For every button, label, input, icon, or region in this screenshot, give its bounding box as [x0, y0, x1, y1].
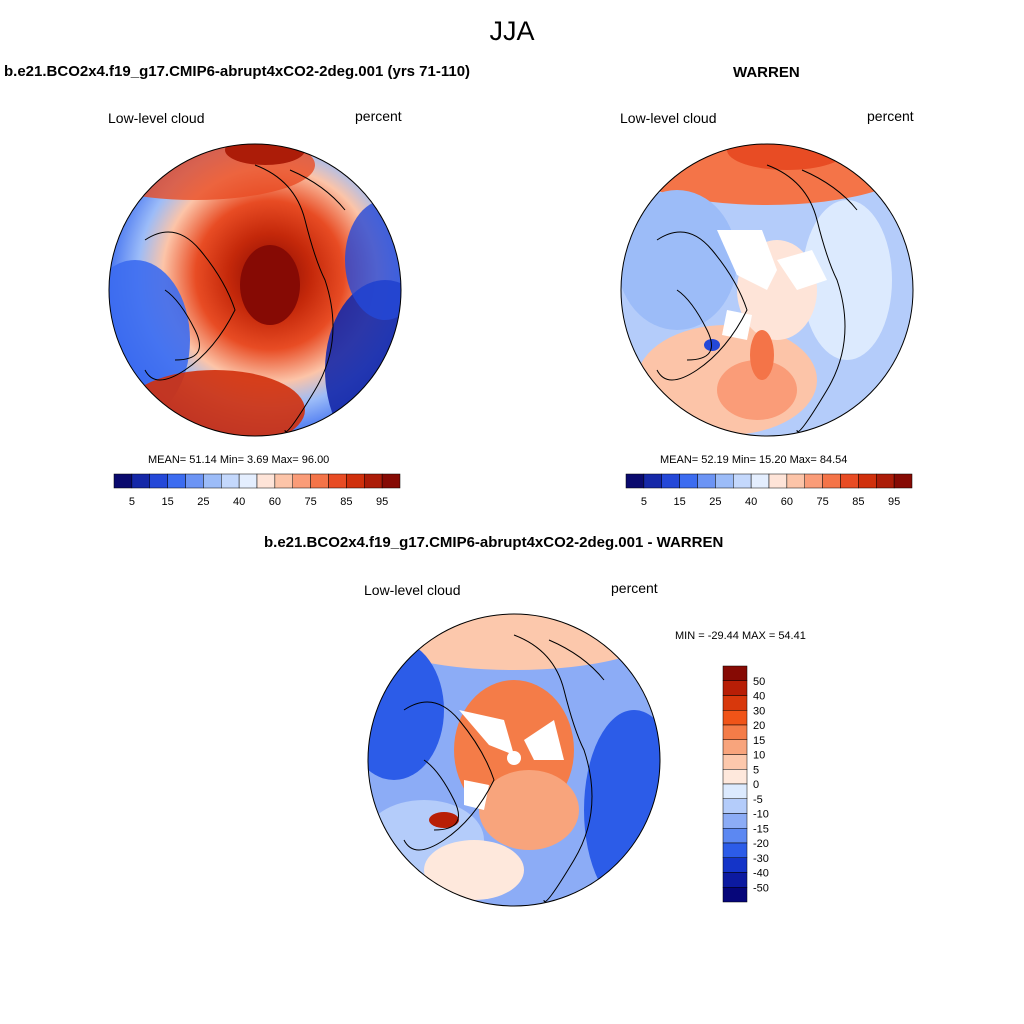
obs-colorbar-swatch [715, 473, 734, 489]
diff-colorbar-tick-label: -30 [753, 853, 769, 865]
model-colorbar-swatch [149, 473, 168, 489]
obs-colorbar-swatch [643, 473, 662, 489]
obs-colorbar-swatch [679, 473, 698, 489]
model-map [108, 143, 402, 437]
obs-colorbar-swatch [893, 473, 913, 489]
diff-colorbar-tick-label: 20 [753, 720, 765, 732]
obs-units-label: percent [867, 108, 914, 124]
diff-colorbar-tick-label: 15 [753, 735, 765, 747]
diff-colorbar-swatch [722, 783, 748, 799]
model-colorbar-tick-label: 25 [197, 496, 209, 508]
model-colorbar-tick-label: 15 [162, 496, 174, 508]
obs-colorbar-tick-label: 25 [709, 496, 721, 508]
model-colorbar-swatch [167, 473, 186, 489]
diff-colorbar-swatch [722, 739, 748, 755]
model-variable-label: Low-level cloud [108, 110, 205, 126]
obs-colorbar-swatch [625, 473, 645, 489]
obs-colorbar: 5 15 25 40 60 75 85 95 [625, 473, 913, 508]
diff-colorbar-swatch [722, 695, 748, 711]
diff-panel-title: b.e21.BCO2x4.f19_g17.CMIP6-abrupt4xCO2-2… [264, 534, 724, 551]
model-units-label: percent [355, 108, 402, 124]
model-colorbar-tick-label: 60 [269, 496, 281, 508]
obs-colorbar-tick-label: 40 [745, 496, 757, 508]
diff-colorbar-tick-label: -50 [753, 882, 769, 894]
model-colorbar-tick-label: 75 [305, 496, 317, 508]
obs-variable-label: Low-level cloud [620, 110, 717, 126]
diff-colorbar-tick-label: -10 [753, 809, 769, 821]
diff-colorbar-swatch [722, 710, 748, 726]
obs-colorbar-swatch [858, 473, 877, 489]
diff-colorbar-tick-label: 5 [753, 764, 759, 776]
model-colorbar-swatch [292, 473, 311, 489]
diff-colorbar-swatch [722, 842, 748, 858]
diff-variable-label: Low-level cloud [364, 582, 461, 598]
diff-colorbar-swatch [722, 828, 748, 844]
obs-panel-title: WARREN [733, 64, 800, 81]
obs-colorbar-swatch [822, 473, 841, 489]
obs-colorbar-swatch [786, 473, 805, 489]
diff-colorbar-swatch [722, 872, 748, 888]
model-colorbar-swatch [310, 473, 329, 489]
diff-colorbar-tick-label: 50 [753, 676, 765, 688]
obs-colorbar-tick-label: 5 [641, 496, 647, 508]
model-colorbar-swatch [328, 473, 347, 489]
model-colorbar: 5 15 25 40 60 75 85 95 [113, 473, 401, 508]
obs-colorbar-tick-label: 15 [674, 496, 686, 508]
diff-colorbar-swatch [722, 724, 748, 740]
obs-colorbar-swatch [661, 473, 680, 489]
model-colorbar-tick-label: 5 [129, 496, 135, 508]
model-colorbar-swatch [185, 473, 204, 489]
model-colorbar-swatch [381, 473, 401, 489]
diff-colorbar-tick-label: -20 [753, 838, 769, 850]
figure-title: JJA [489, 16, 535, 46]
model-colorbar-swatch [203, 473, 222, 489]
obs-colorbar-tick-label: 75 [817, 496, 829, 508]
diff-colorbar-swatch [722, 754, 748, 770]
diff-colorbar-swatch [722, 665, 748, 681]
obs-colorbar-tick-label: 60 [781, 496, 793, 508]
diff-colorbar-tick-label: -5 [753, 794, 763, 806]
diff-map [367, 613, 661, 907]
obs-stats: MEAN= 52.19 Min= 15.20 Max= 84.54 [660, 454, 848, 466]
model-colorbar-swatch [113, 473, 133, 489]
obs-colorbar-swatch [750, 473, 770, 489]
diff-colorbar-swatch [722, 798, 748, 814]
obs-map [620, 143, 914, 437]
diff-stats: MIN = -29.44 MAX = 54.41 [675, 630, 806, 642]
model-colorbar-swatch [238, 473, 258, 489]
model-colorbar-tick-label: 85 [340, 496, 352, 508]
diff-colorbar-tick-label: -15 [753, 823, 769, 835]
diff-colorbar-swatch [722, 887, 748, 903]
diff-colorbar-tick-label: -40 [753, 868, 769, 880]
diff-colorbar-swatch [722, 813, 748, 829]
model-colorbar-tick-label: 40 [233, 496, 245, 508]
model-colorbar-swatch [221, 473, 240, 489]
obs-colorbar-tick-label: 85 [852, 496, 864, 508]
diff-colorbar-tick-label: 10 [753, 750, 765, 762]
model-panel-title: b.e21.BCO2x4.f19_g17.CMIP6-abrupt4xCO2-2… [4, 63, 471, 80]
model-colorbar-swatch [131, 473, 150, 489]
obs-colorbar-swatch [840, 473, 859, 489]
model-colorbar-swatch [256, 473, 276, 489]
obs-colorbar-swatch [733, 473, 752, 489]
obs-colorbar-swatch [768, 473, 788, 489]
model-stats: MEAN= 51.14 Min= 3.69 Max= 96.00 [148, 454, 330, 466]
diff-colorbar-tick-label: 30 [753, 705, 765, 717]
diff-colorbar-tick-label: 40 [753, 691, 765, 703]
obs-colorbar-tick-label: 95 [888, 496, 900, 508]
diff-units-label: percent [611, 580, 658, 596]
obs-colorbar-swatch [697, 473, 716, 489]
model-colorbar-tick-label: 95 [376, 496, 388, 508]
obs-colorbar-swatch [876, 473, 895, 489]
model-colorbar-swatch [274, 473, 293, 489]
diff-colorbar-swatch [722, 769, 748, 785]
diff-colorbar-swatch [722, 857, 748, 873]
model-colorbar-swatch [346, 473, 365, 489]
diff-colorbar-swatch [722, 680, 748, 696]
diff-colorbar-tick-label: 0 [753, 779, 759, 791]
model-colorbar-swatch [364, 473, 383, 489]
obs-colorbar-swatch [804, 473, 823, 489]
